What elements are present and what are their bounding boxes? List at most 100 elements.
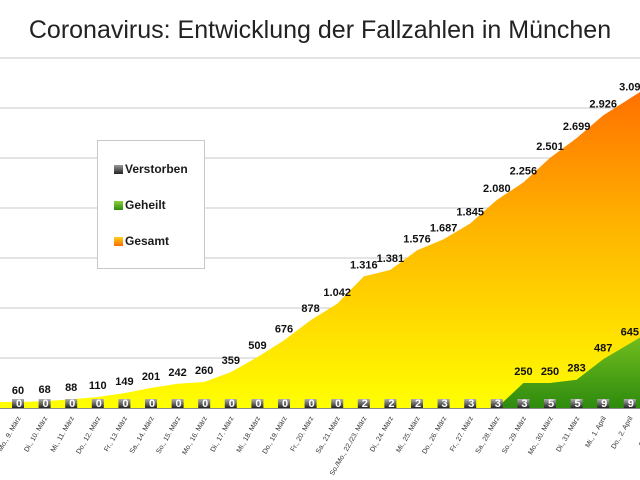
- bar-verstorben: [597, 399, 610, 408]
- bar-verstorben: [411, 399, 423, 408]
- x-tick-label: Sa., 14. März: [129, 415, 156, 455]
- label-verstorben: 0: [16, 398, 22, 410]
- label-verstorben: 5: [548, 398, 554, 410]
- label-verstorben: 9: [628, 398, 634, 410]
- x-tick-label: Fr., 20. März: [290, 415, 316, 453]
- baseline: [0, 408, 640, 409]
- label-gesamt: 2.256: [510, 165, 538, 177]
- bar-verstorben: [490, 399, 503, 408]
- label-geheilt: 487: [594, 342, 612, 354]
- label-verstorben: 0: [335, 398, 341, 410]
- x-tick-label: Mi., 25. März: [395, 415, 422, 454]
- bar-verstorben: [198, 399, 211, 408]
- label-verstorben: 2: [362, 398, 368, 410]
- legend-label-gesamt: Gesamt: [125, 234, 170, 248]
- x-tick-label: Di., 17. März: [210, 415, 236, 453]
- bar-verstorben: [118, 399, 131, 408]
- label-verstorben: 0: [202, 398, 208, 410]
- label-gesamt: 2.699: [563, 121, 591, 133]
- bar-verstorben: [171, 399, 184, 408]
- x-tick-label: So., 15. März: [155, 415, 182, 455]
- bar-verstorben: [12, 399, 24, 408]
- label-verstorben: 0: [149, 398, 155, 410]
- x-tick-label: Do., 12. März: [75, 415, 102, 455]
- label-gesamt: 242: [168, 367, 186, 379]
- legend-item-verstorben: Verstorben: [114, 161, 188, 177]
- label-gesamt: 2.080: [483, 183, 511, 195]
- bar-verstorben: [304, 399, 317, 408]
- bar-verstorben: [65, 399, 78, 408]
- label-gesamt: 676: [275, 323, 293, 335]
- x-tick-label: So., 29. März: [501, 415, 528, 455]
- label-gesamt: 1.687: [430, 222, 458, 234]
- label-verstorben: 3: [495, 398, 501, 410]
- label-verstorben: 0: [282, 398, 288, 410]
- legend-swatch-geheilt: [114, 201, 123, 210]
- label-gesamt: 2.501: [536, 141, 564, 153]
- x-tick-label: Fr., 13. März: [103, 415, 129, 453]
- bar-verstorben: [384, 399, 397, 408]
- label-verstorben: 3: [521, 398, 527, 410]
- legend-label-verstorben: Verstorben: [125, 162, 188, 176]
- bar-verstorben: [623, 399, 636, 408]
- x-tick-label: Do., 19. März: [262, 415, 289, 455]
- label-gesamt: 60: [12, 385, 24, 397]
- x-tick-label: Fr., 27. März: [449, 415, 475, 453]
- label-gesamt: 201: [142, 371, 160, 383]
- label-geheilt: 250: [514, 366, 532, 378]
- chart-title: Coronavirus: Entwicklung der Fallzahlen …: [28, 16, 612, 44]
- legend-swatch-gesamt: [114, 237, 123, 246]
- label-gesamt: 110: [89, 380, 107, 392]
- label-gesamt: 2.926: [589, 98, 617, 110]
- label-geheilt: 283: [567, 363, 585, 375]
- label-verstorben: 0: [255, 398, 261, 410]
- label-verstorben: 3: [442, 398, 448, 410]
- x-tick-label: Mi., 18. März: [236, 415, 263, 454]
- area-gesamt: [0, 92, 640, 408]
- x-tick-label: Mi., 1. April: [585, 415, 609, 449]
- label-gesamt: 1.316: [350, 259, 378, 271]
- x-tick-label: Sa., 21. März: [315, 415, 342, 455]
- label-verstorben: 0: [176, 398, 182, 410]
- x-tick-label: Sa., 28. März: [475, 415, 502, 455]
- bar-verstorben: [544, 399, 556, 408]
- bar-verstorben: [91, 399, 104, 408]
- bar-verstorben: [464, 399, 477, 408]
- x-tick-label: Di., 31. März: [555, 415, 581, 453]
- bar-verstorben: [570, 399, 583, 408]
- label-gesamt: 88: [65, 382, 77, 394]
- label-gesamt: 878: [301, 303, 319, 315]
- bar-verstorben: [224, 399, 237, 408]
- label-verstorben: 3: [468, 398, 474, 410]
- label-gesamt: 509: [248, 340, 266, 352]
- label-verstorben: 0: [69, 398, 75, 410]
- bar-verstorben: [145, 399, 157, 408]
- label-geheilt: 250: [541, 366, 559, 378]
- label-verstorben: 9: [601, 398, 607, 410]
- label-verstorben: 0: [122, 398, 128, 410]
- label-gesamt: 149: [115, 376, 133, 388]
- x-tick-label: Mo., 16. März: [181, 415, 209, 456]
- legend-swatch-verstorben: [114, 165, 123, 174]
- label-gesamt: 1.576: [403, 233, 431, 245]
- bar-verstorben: [437, 399, 450, 408]
- legend-item-gesamt: Gesamt: [114, 233, 169, 249]
- label-gesamt: 260: [195, 365, 213, 377]
- label-gesamt: 1.845: [456, 207, 484, 219]
- label-verstorben: 0: [229, 398, 235, 410]
- label-verstorben: 5: [575, 398, 581, 410]
- legend-item-geheilt: Geheilt: [114, 197, 166, 213]
- label-geheilt: 645: [621, 327, 639, 339]
- legend: Verstorben Geheilt Gesamt: [97, 140, 205, 269]
- label-gesamt: 1.042: [323, 287, 351, 299]
- bar-verstorben: [357, 399, 370, 408]
- x-tick-label: Mo., 9. März: [0, 415, 23, 453]
- label-gesamt: 68: [38, 384, 50, 396]
- x-tick-label: Do., 26. März: [421, 415, 448, 455]
- legend-label-geheilt: Geheilt: [125, 198, 166, 212]
- label-verstorben: 2: [388, 398, 394, 410]
- x-tick-label: Mo., 30. März: [527, 415, 555, 456]
- x-tick-label: Di., 10. März: [23, 415, 49, 453]
- x-tick-label: Di., 24. März: [369, 415, 395, 453]
